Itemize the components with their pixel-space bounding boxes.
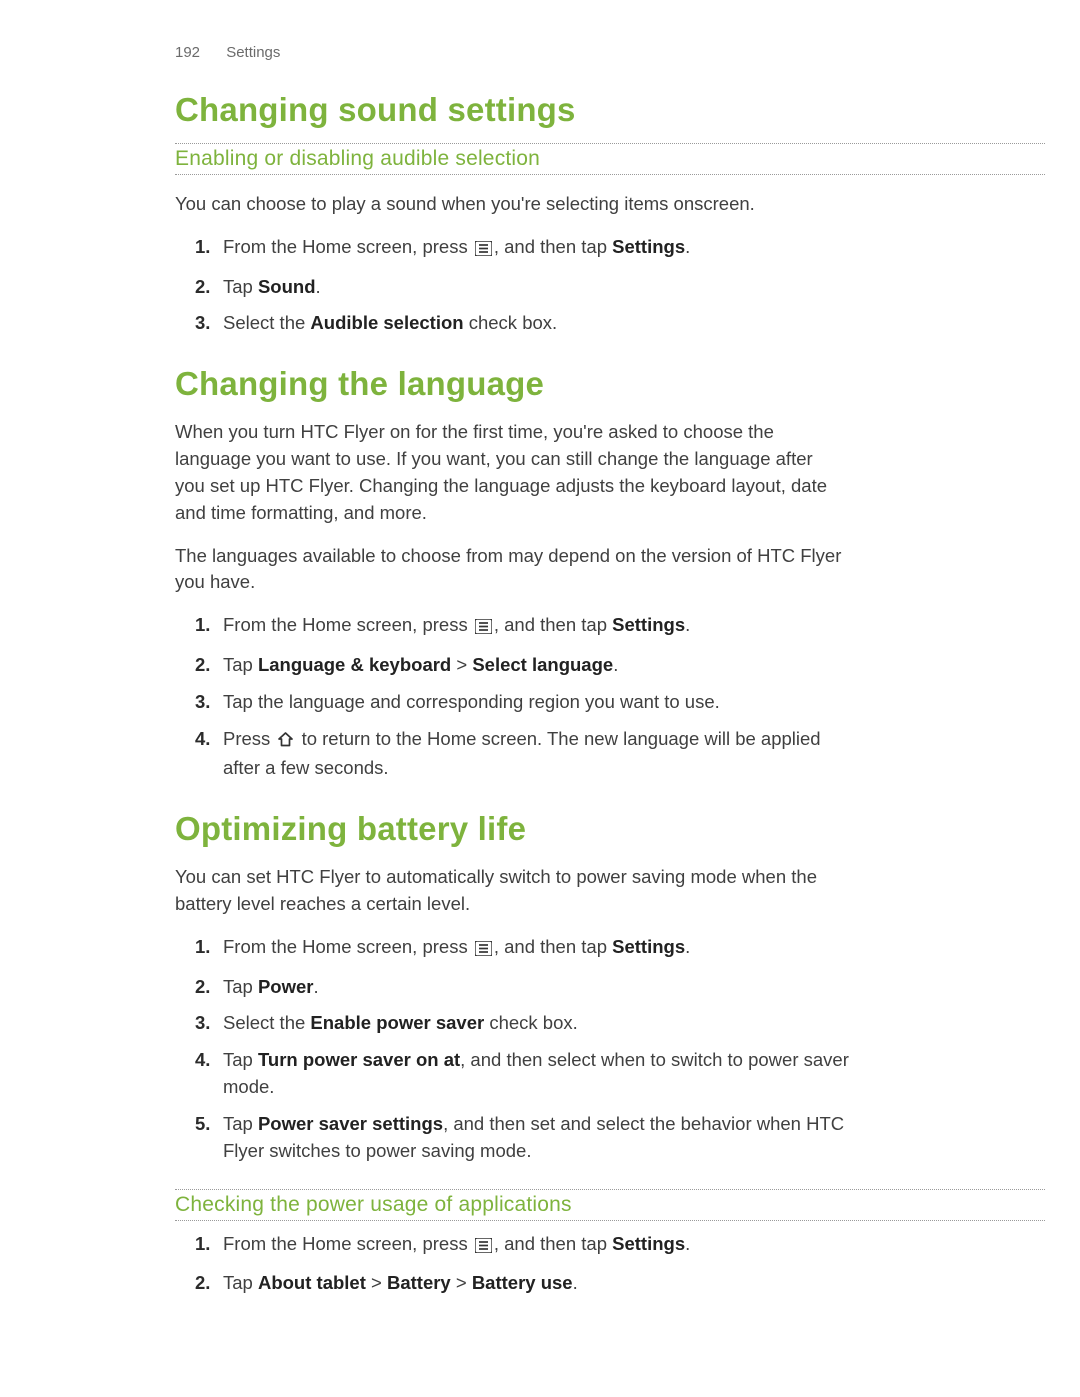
subheading-power-usage: Checking the power usage of applications: [175, 1189, 1045, 1221]
heading-language: Changing the language: [175, 365, 1045, 403]
settings-label: Settings: [612, 936, 685, 957]
list-item: Tap Power saver settings, and then set a…: [175, 1111, 855, 1165]
list-item: Select the Enable power saver check box.: [175, 1010, 855, 1037]
list-item: Tap Language & keyboard > Select languag…: [175, 652, 855, 679]
list-item: Tap Power.: [175, 974, 855, 1001]
settings-label: Settings: [612, 614, 685, 635]
steps-audible: From the Home screen, press , and then t…: [175, 234, 855, 337]
battery-use-label: Battery use: [472, 1272, 573, 1293]
list-item: From the Home screen, press , and then t…: [175, 934, 855, 964]
list-item: Press to return to the Home screen. The …: [175, 726, 855, 783]
steps-battery: From the Home screen, press , and then t…: [175, 934, 855, 1165]
settings-label: Settings: [612, 236, 685, 257]
list-item: From the Home screen, press , and then t…: [175, 234, 855, 264]
menu-icon: [475, 615, 492, 642]
list-item: Tap About tablet > Battery > Battery use…: [175, 1270, 855, 1297]
list-item: Tap Turn power saver on at, and then sel…: [175, 1047, 855, 1101]
list-item: From the Home screen, press , and then t…: [175, 1231, 855, 1261]
lang-p1: When you turn HTC Flyer on for the first…: [175, 419, 845, 526]
home-icon: [277, 729, 294, 756]
page-number: 192: [175, 44, 200, 61]
about-tablet-label: About tablet: [258, 1272, 366, 1293]
sound-label: Sound: [258, 276, 316, 297]
enable-power-saver-label: Enable power saver: [310, 1012, 484, 1033]
menu-icon: [475, 237, 492, 264]
turn-power-saver-label: Turn power saver on at: [258, 1049, 460, 1070]
steps-power-usage: From the Home screen, press , and then t…: [175, 1231, 855, 1298]
battery-label: Battery: [387, 1272, 451, 1293]
lang-p2: The languages available to choose from m…: [175, 543, 845, 597]
lang-keyboard-label: Language & keyboard: [258, 654, 451, 675]
power-saver-settings-label: Power saver settings: [258, 1113, 443, 1134]
document-page: 192 Settings Changing sound settings Ena…: [0, 0, 1080, 1381]
audible-selection-label: Audible selection: [310, 312, 463, 333]
menu-icon: [475, 1234, 492, 1261]
running-header: 192 Settings: [175, 44, 1045, 61]
steps-language: From the Home screen, press , and then t…: [175, 612, 855, 782]
battery-p1: You can set HTC Flyer to automatically s…: [175, 864, 845, 918]
list-item: Select the Audible selection check box.: [175, 310, 855, 337]
list-item: Tap Sound.: [175, 274, 855, 301]
section-name: Settings: [226, 44, 280, 61]
select-language-label: Select language: [472, 654, 613, 675]
menu-icon: [475, 937, 492, 964]
list-item: From the Home screen, press , and then t…: [175, 612, 855, 642]
settings-label: Settings: [612, 1233, 685, 1254]
power-label: Power: [258, 976, 314, 997]
heading-sound-settings: Changing sound settings: [175, 91, 1045, 129]
list-item: Tap the language and corresponding regio…: [175, 689, 855, 716]
heading-battery: Optimizing battery life: [175, 810, 1045, 848]
intro-audible: You can choose to play a sound when you'…: [175, 191, 845, 218]
subheading-audible-selection: Enabling or disabling audible selection: [175, 143, 1045, 175]
